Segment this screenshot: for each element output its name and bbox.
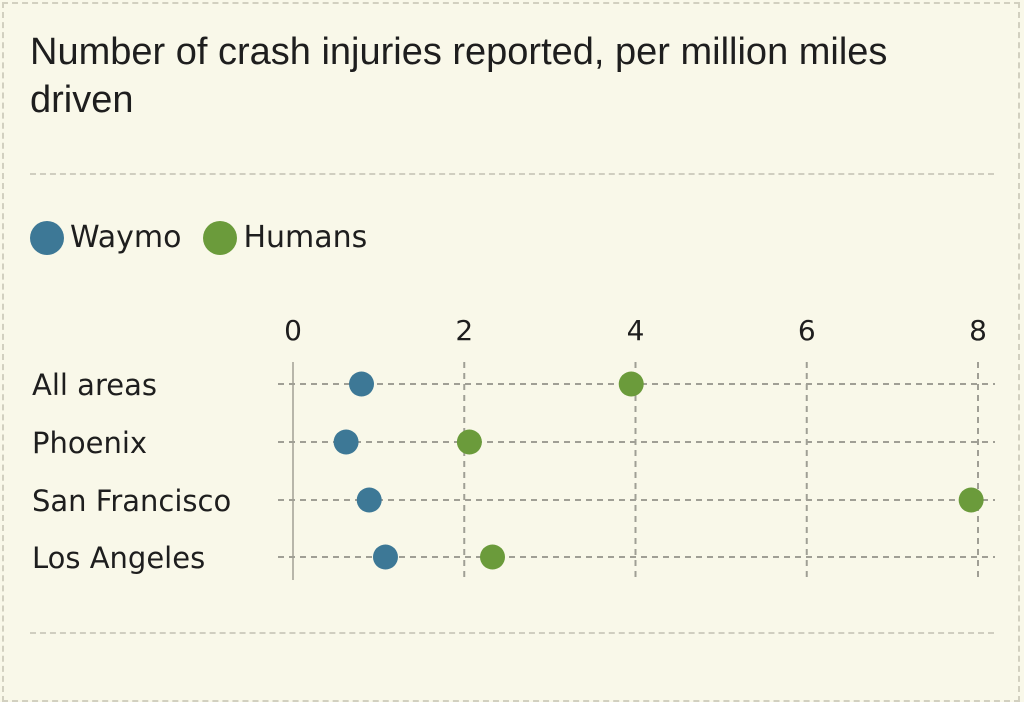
category-label: Phoenix: [32, 426, 147, 460]
chart-title: Number of crash injuries reported, per m…: [30, 31, 888, 121]
x-tick-label: 6: [798, 314, 816, 347]
x-tick-label: 0: [284, 314, 302, 347]
point-humans: [618, 371, 644, 397]
legend-swatch-humans: [203, 220, 238, 255]
point-humans: [480, 544, 506, 570]
x-tick-label: 2: [455, 314, 473, 347]
point-waymo: [356, 487, 382, 513]
category-label: All areas: [32, 368, 157, 402]
legend-swatch-waymo: [30, 220, 64, 255]
dot-plot: 0 2 4 6 8 All areas Phoenix San Francisco Los An…: [32, 314, 995, 582]
point-waymo: [372, 544, 398, 570]
legend-label-humans: Humans: [243, 220, 368, 255]
x-tick-label: 8: [969, 314, 987, 347]
legend-item-humans: Humans: [203, 220, 367, 255]
point-humans: [456, 429, 482, 455]
legend-label-waymo: Waymo: [70, 220, 182, 255]
divider-top: [30, 173, 994, 175]
point-humans: [958, 487, 984, 513]
point-waymo: [349, 371, 374, 397]
divider-bottom: [30, 632, 994, 634]
legend: Waymo Humans: [30, 220, 389, 255]
legend-item-waymo: Waymo: [30, 220, 181, 255]
point-waymo: [333, 429, 359, 455]
category-label: Los Angeles: [32, 541, 205, 575]
x-tick-label: 4: [627, 314, 645, 347]
category-label: San Francisco: [32, 484, 231, 518]
